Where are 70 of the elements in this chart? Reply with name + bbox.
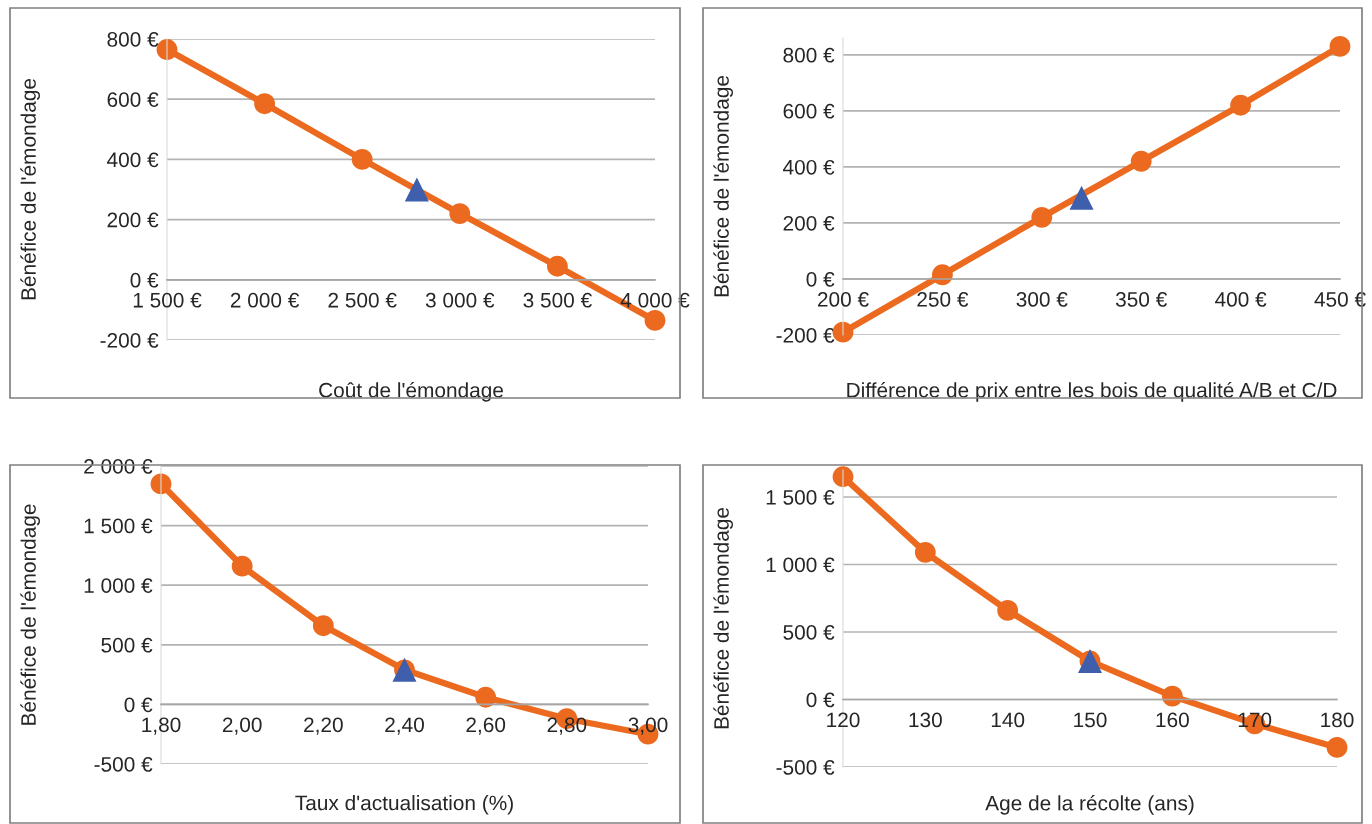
point [1130, 150, 1152, 172]
x-tick-label: 150 [1074, 712, 1107, 728]
x-tick-label: 140 [991, 712, 1025, 728]
x-tick-label: 3 500 € [523, 292, 592, 308]
point [404, 177, 429, 202]
x-tick-label: 250 € [917, 292, 969, 307]
y-tick-label: 800 € [783, 47, 835, 63]
y-tick-label: -500 € [776, 760, 835, 775]
point [351, 148, 373, 170]
point [644, 310, 666, 331]
point [1069, 185, 1094, 210]
point [997, 599, 1019, 621]
x-tick-label: 3 000 € [425, 292, 495, 308]
point [1326, 737, 1348, 758]
y-tick-label: 0 € [130, 272, 159, 288]
y-tick-label: 600 € [783, 103, 835, 119]
x-tick-label: 2 000 € [230, 292, 300, 308]
point [914, 541, 936, 563]
y-tick-label: -200 € [100, 333, 159, 348]
point [254, 93, 276, 115]
y-tick-label: 1 500 € [766, 490, 835, 505]
x-tick-label: 200 € [817, 292, 869, 307]
y-tick-label: 400 € [107, 152, 159, 168]
y-tick-label: -500 € [94, 757, 153, 772]
x-axis-title: Age de la récolte (ans) [985, 795, 1194, 815]
point [546, 255, 568, 277]
point [1161, 685, 1183, 707]
y-tick-label: 200 € [107, 212, 159, 228]
point [449, 203, 471, 224]
x-axis-title: Taux d'actualisation (%) [295, 795, 513, 815]
y-tick-label: 1 000 € [766, 557, 835, 573]
x-tick-label: 160 [1156, 712, 1189, 728]
y-tick-label: 2 000 € [84, 459, 153, 474]
point [312, 615, 334, 637]
x-tick-label: 2,60 [466, 717, 506, 735]
y-tick-label: 800 € [107, 32, 159, 47]
y-tick-label: 400 € [783, 159, 835, 175]
y-tick-label: 0 € [124, 697, 153, 713]
point [1031, 206, 1053, 228]
y-tick-label: 1 500 € [84, 518, 153, 534]
x-tick-label: 130 [909, 712, 942, 728]
y-axis-title: Bénéfice de l'émondage [713, 75, 733, 297]
x-tick-label: 2,40 [385, 717, 424, 735]
x-tick-label: 120 [827, 712, 860, 728]
x-axis-title: Différence de prix entre les bois de qualité A/B et C/D [847, 382, 1337, 402]
y-axis-title: Bénéfice de l'émondage [20, 78, 40, 300]
y-tick-label: 1 000 € [84, 578, 153, 593]
point [1329, 35, 1351, 57]
y-tick-label: -200 € [776, 328, 835, 343]
y-axis-title: Bénéfice de l'émondage [20, 504, 40, 725]
y-tick-label: 500 € [783, 625, 835, 640]
x-tick-label: 350 € [1115, 292, 1167, 307]
y-tick-label: 500 € [101, 637, 153, 653]
x-tick-label: 1,80 [142, 717, 181, 735]
x-tick-label: 2,00 [222, 717, 262, 735]
x-axis-title: Coût de l'émondage [319, 382, 503, 402]
point [231, 555, 253, 577]
x-tick-label: 300 € [1016, 292, 1068, 307]
x-tick-label: 450 € [1314, 292, 1366, 307]
x-tick-label: 2,20 [304, 717, 343, 735]
y-tick-label: 200 € [783, 215, 835, 231]
y-tick-label: 0 € [806, 692, 835, 708]
y-tick-label: 600 € [107, 92, 159, 107]
point [1230, 94, 1252, 116]
y-axis-title: Bénéfice de l'émondage [713, 507, 733, 729]
x-tick-label: 400 € [1215, 292, 1267, 307]
x-tick-label: 2 500 € [328, 292, 397, 308]
y-tick-label: 0 € [806, 271, 835, 287]
x-tick-label: 180 [1321, 712, 1354, 728]
point [475, 686, 497, 708]
